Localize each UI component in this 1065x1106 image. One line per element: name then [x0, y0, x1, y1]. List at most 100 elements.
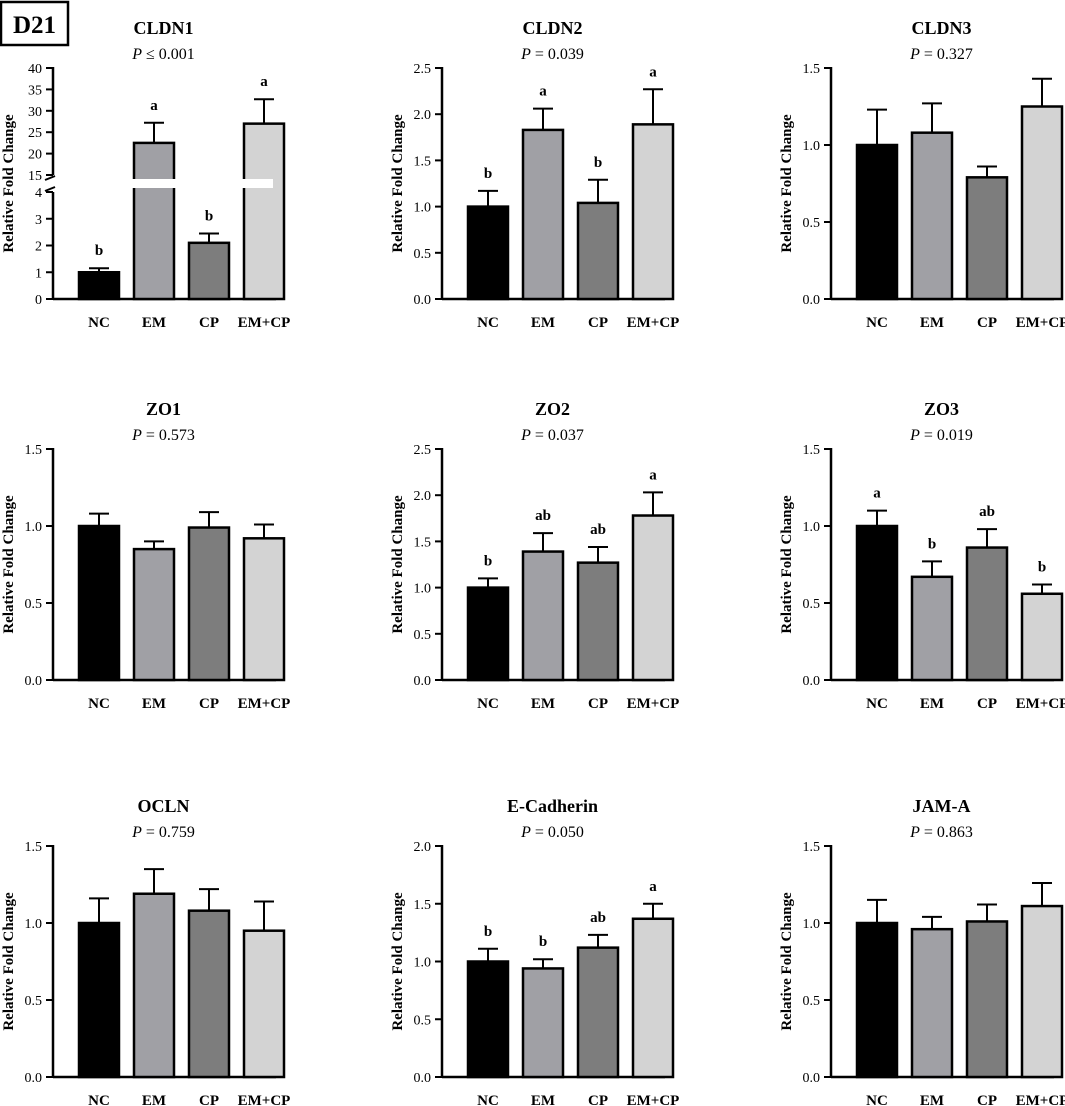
axis-break-gap: [50, 179, 273, 188]
y-axis-label: Relative Fold Change: [1, 114, 17, 253]
y-tick-label: 2.0: [414, 108, 432, 123]
chart-panel-e-cadherin: E-Cadherin P = 0.050 Relative Fold Change 0…: [390, 796, 679, 1106]
y-tick-label: 2.0: [414, 489, 432, 504]
y-tick-label: 0.5: [803, 994, 821, 1009]
y-tick-label-upper: 15: [28, 169, 42, 184]
significance-letter: b: [95, 243, 103, 259]
bar-em: [132, 892, 176, 1079]
chart-panel-cldn1: CLDN1 P ≤ 0.001 Relative Fold Change 0 1 2 3 4 1…: [1, 18, 290, 331]
significance-letter: b: [1038, 560, 1046, 576]
bar-cp: [187, 241, 231, 301]
bar-em: [910, 927, 954, 1079]
y-tick-label: 1.5: [25, 443, 43, 458]
chart-panel-cldn2: CLDN2 P = 0.039 Relative Fold Change 0.0 0.5…: [390, 18, 679, 331]
p-value: P = 0.759: [131, 824, 195, 841]
chart-title: ZO2: [535, 399, 570, 419]
panel-label-text: D21: [13, 12, 56, 39]
x-tick-label: CP: [199, 1093, 219, 1106]
chart-title: E-Cadherin: [507, 796, 598, 816]
bar-em: [132, 141, 176, 301]
p-value: P = 0.050: [520, 824, 584, 841]
bar-em-cp: [1020, 592, 1064, 682]
bar-em-cp: [631, 917, 675, 1079]
p-value: P = 0.037: [520, 427, 584, 444]
axis-break-mark-lower: [44, 186, 56, 192]
significance-letter: b: [205, 208, 213, 224]
significance-letter: a: [539, 84, 547, 100]
x-tick-label: NC: [477, 696, 499, 712]
significance-letter: a: [649, 467, 657, 483]
y-tick-label: 0.5: [414, 247, 432, 262]
significance-letter: a: [649, 879, 657, 895]
x-tick-label: EM: [920, 1093, 944, 1106]
bar-cp: [187, 526, 231, 682]
y-tick-label: 0.5: [25, 994, 43, 1009]
x-tick-label: EM: [531, 1093, 555, 1106]
chart-panel-ocln: OCLN P = 0.759 Relative Fold Change 0.0 0.5 1…: [1, 796, 290, 1106]
chart-panel-cldn3: CLDN3 P = 0.327 Relative Fold Change 0.0 0.5…: [779, 18, 1065, 331]
y-tick-label: 1.5: [25, 840, 43, 855]
x-tick-label: CP: [588, 1093, 608, 1106]
y-tick-label: 1.0: [25, 917, 43, 932]
y-tick-label-lower: 0: [35, 293, 42, 308]
p-value: P = 0.327: [909, 46, 973, 63]
y-axis-label: Relative Fold Change: [779, 114, 795, 253]
p-value-symbol: P: [131, 46, 142, 63]
bar-em-cp: [242, 929, 286, 1079]
bar-em: [132, 547, 176, 682]
p-value-text: = 0.759: [142, 824, 195, 841]
p-value-symbol: P: [131, 824, 142, 841]
bar-nc: [77, 524, 121, 682]
p-value-symbol: P: [520, 427, 531, 444]
bar-em: [521, 967, 565, 1079]
y-tick-label: 1.0: [25, 520, 43, 535]
x-tick-label: NC: [477, 315, 499, 331]
bar-em: [521, 550, 565, 682]
bar-cp: [576, 561, 620, 682]
significance-letter: a: [649, 64, 657, 80]
y-tick-label: 1.5: [803, 443, 821, 458]
p-value: P ≤ 0.001: [131, 46, 195, 63]
bar-nc: [466, 205, 510, 301]
significance-letter: ab: [535, 508, 551, 524]
y-tick-label: 1.0: [414, 201, 432, 216]
y-tick-label-lower: 1: [35, 266, 42, 281]
y-tick-label: 1.0: [803, 139, 821, 154]
p-value-symbol: P: [909, 824, 920, 841]
x-tick-label: EM+CP: [238, 1093, 291, 1106]
p-value-symbol: P: [520, 46, 531, 63]
significance-letter: a: [150, 98, 158, 114]
y-tick-label: 2.0: [414, 840, 432, 855]
bar-cp: [965, 920, 1009, 1079]
bar-nc: [855, 921, 899, 1079]
significance-letter: b: [484, 924, 492, 940]
y-tick-label-upper: 40: [28, 62, 42, 77]
bar-cp: [576, 946, 620, 1079]
y-tick-label: 1.5: [414, 535, 432, 550]
y-axis-label: Relative Fold Change: [390, 892, 406, 1031]
x-tick-label: CP: [588, 696, 608, 712]
x-tick-label: NC: [866, 696, 888, 712]
y-axis-label: Relative Fold Change: [1, 892, 17, 1031]
y-tick-label: 0.0: [25, 674, 43, 689]
bar-em-cp: [1020, 105, 1064, 301]
significance-letter: b: [539, 934, 547, 950]
chart-panel-jam-a: JAM-A P = 0.863 Relative Fold Change 0.0 0.5…: [779, 796, 1065, 1106]
y-axis-label: Relative Fold Change: [779, 495, 795, 634]
y-tick-label: 0.0: [414, 293, 432, 308]
x-tick-label: EM+CP: [627, 696, 680, 712]
bar-cp: [965, 176, 1009, 301]
y-tick-label-lower: 3: [35, 213, 42, 228]
bar-cp: [187, 909, 231, 1079]
y-tick-label-lower: 2: [35, 240, 42, 255]
x-tick-label: CP: [977, 1093, 997, 1106]
x-tick-label: EM: [142, 696, 166, 712]
p-value-text: = 0.863: [920, 824, 973, 841]
p-value-symbol: P: [909, 46, 920, 63]
p-value-text: = 0.037: [531, 427, 584, 444]
y-tick-label-upper: 30: [28, 105, 42, 120]
